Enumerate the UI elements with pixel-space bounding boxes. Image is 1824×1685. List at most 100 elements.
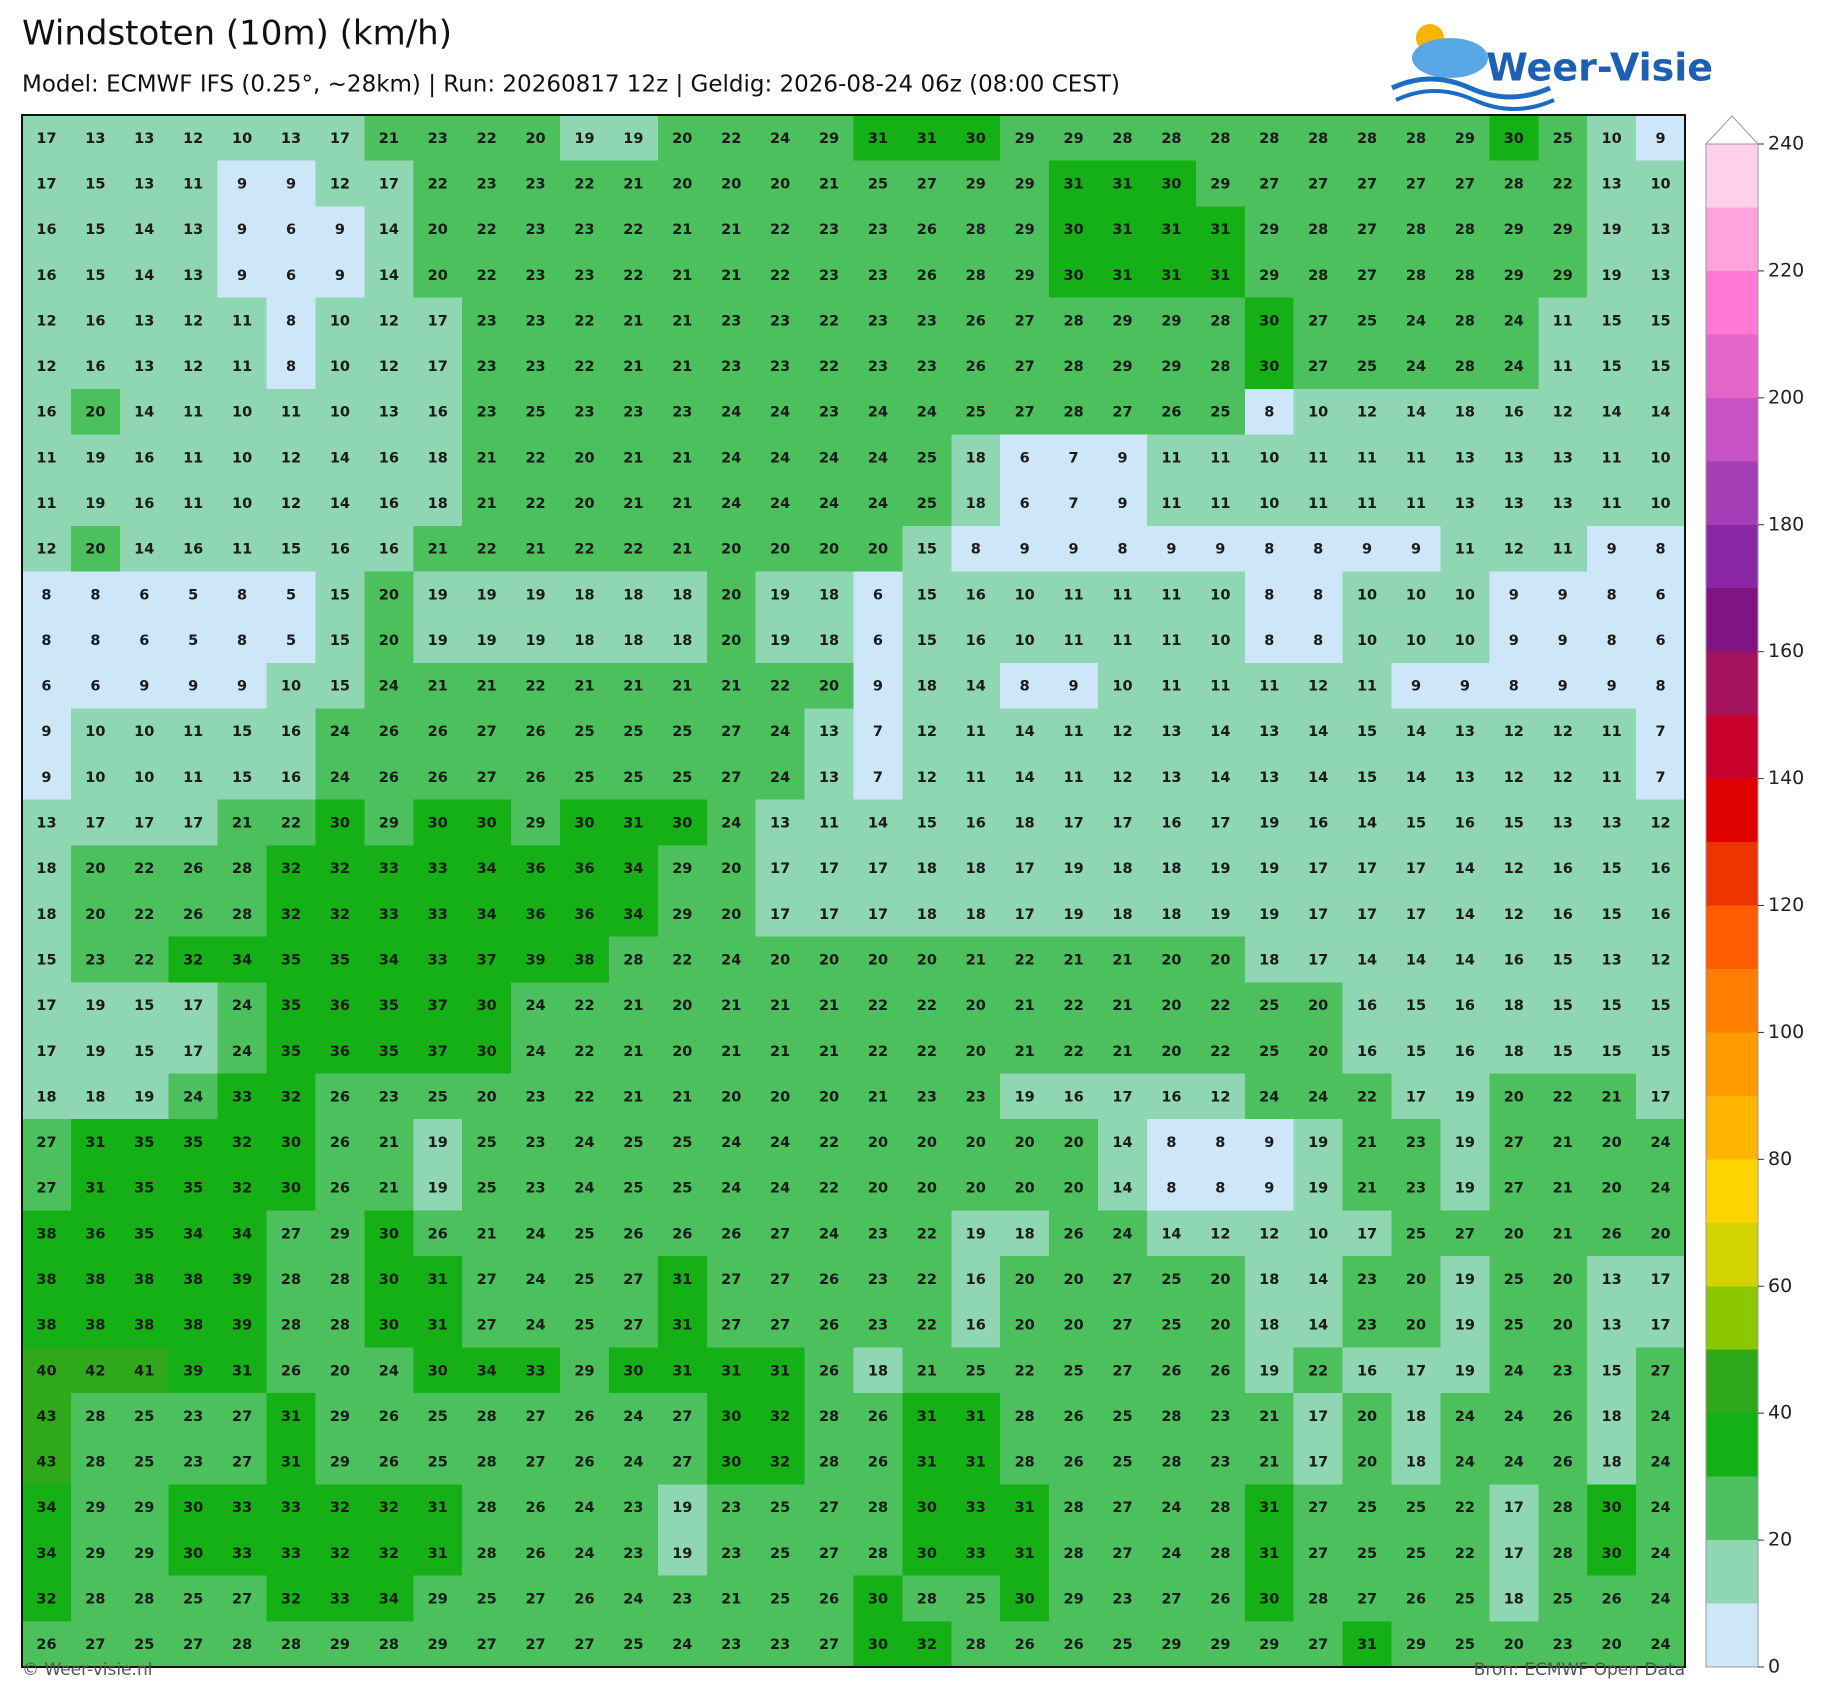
gust-value: 8 [1166,1181,1176,1197]
field-cell [804,891,855,938]
gust-value: 10 [1455,633,1475,649]
gust-value: 27 [1650,1363,1670,1379]
field-cell [853,1530,904,1577]
gust-value: 8 [237,587,247,603]
gust-value: 9 [41,770,51,786]
gust-value: 31 [1112,268,1132,284]
gust-value: 26 [428,770,448,786]
gust-value: 22 [525,450,545,466]
field-cell [1000,525,1050,573]
field-cell [1342,434,1393,481]
field-cell [462,343,512,390]
field-cell [902,1164,952,1212]
field-cell [1391,388,1442,436]
gust-value: 31 [1161,268,1181,284]
field-cell [1049,1256,1099,1303]
gust-value: 27 [1015,359,1035,375]
gust-value: 8 [286,313,296,329]
gust-value: 13 [1553,496,1573,512]
field-cell [902,1347,952,1394]
field-cell [217,845,268,892]
field-cell [608,1073,659,1120]
gust-value: 24 [1504,1409,1524,1425]
gust-value: 28 [1210,1546,1230,1562]
gust-value: 17 [1650,1272,1670,1288]
gust-value: 31 [1112,176,1132,192]
field-cell [755,799,806,846]
field-cell [168,1164,219,1212]
gust-value: 30 [281,1135,301,1151]
gust-value: 13 [1455,496,1475,512]
gust-value: 24 [1112,1226,1132,1242]
field-cell [168,343,219,390]
gust-value: 10 [1210,633,1230,649]
gust-value: 23 [770,359,790,375]
gust-value: 34 [379,1592,399,1608]
gust-value: 28 [1064,1546,1084,1562]
gust-value: 19 [85,998,105,1014]
field-cell [315,115,365,162]
field-cell [1049,480,1099,527]
gust-value: 9 [1558,587,1568,603]
field-cell [22,1438,72,1486]
field-cell [902,115,952,162]
field-cell [1195,343,1246,390]
gust-value: 22 [574,542,594,558]
field-cell [657,936,708,983]
field-cell [1195,1530,1246,1577]
gust-value: 19 [1602,268,1622,284]
field-cell [462,891,512,938]
field-cell [1195,662,1246,710]
gust-value: 9 [1411,542,1421,558]
gust-value: 18 [672,633,692,649]
field-cell [1244,388,1295,436]
field-cell [560,754,610,801]
gust-value: 15 [330,587,350,603]
field-cell [462,1119,512,1166]
field-cell [70,1393,121,1440]
gust-value: 28 [819,1409,839,1425]
gust-value: 27 [525,1409,545,1425]
field-cell [1049,708,1099,755]
gust-value: 24 [574,1546,594,1562]
field-cell [804,1438,855,1486]
field-cell [462,708,512,755]
gust-value: 19 [672,1500,692,1516]
field-cell [902,1256,952,1303]
field-cell [1538,251,1588,299]
field-cell [217,297,268,344]
field-cell [804,434,855,481]
field-cell [902,251,952,299]
field-cell [266,1027,317,1075]
gust-value: 21 [379,1135,399,1151]
field-cell [70,799,121,846]
gust-value: 22 [477,542,497,558]
gust-value: 13 [1553,816,1573,832]
field-cell [951,845,1001,892]
gust-value: 23 [1112,1592,1132,1608]
gust-value: 24 [1650,1181,1670,1197]
gust-value: 27 [917,176,937,192]
gust-value: 25 [525,405,545,421]
field-cell [119,297,170,344]
field-cell [1440,1073,1490,1120]
field-cell [1146,388,1197,436]
gust-value: 31 [672,1318,692,1334]
gust-value: 17 [770,907,790,923]
field-cell [560,662,610,710]
field-cell [1440,1621,1490,1668]
gust-value: 22 [917,1044,937,1060]
gust-value: 19 [623,131,643,147]
gust-value: 28 [477,1409,497,1425]
field-cell [1587,662,1637,710]
gust-value: 29 [1553,222,1573,238]
gust-value: 23 [623,1500,643,1516]
gust-value: 16 [1357,1044,1377,1060]
gust-value: 25 [917,496,937,512]
field-cell [1538,799,1588,846]
gust-value: 20 [477,1089,497,1105]
field-cell [364,434,414,481]
field-cell [1587,1347,1637,1394]
field-cell [1587,1301,1637,1349]
